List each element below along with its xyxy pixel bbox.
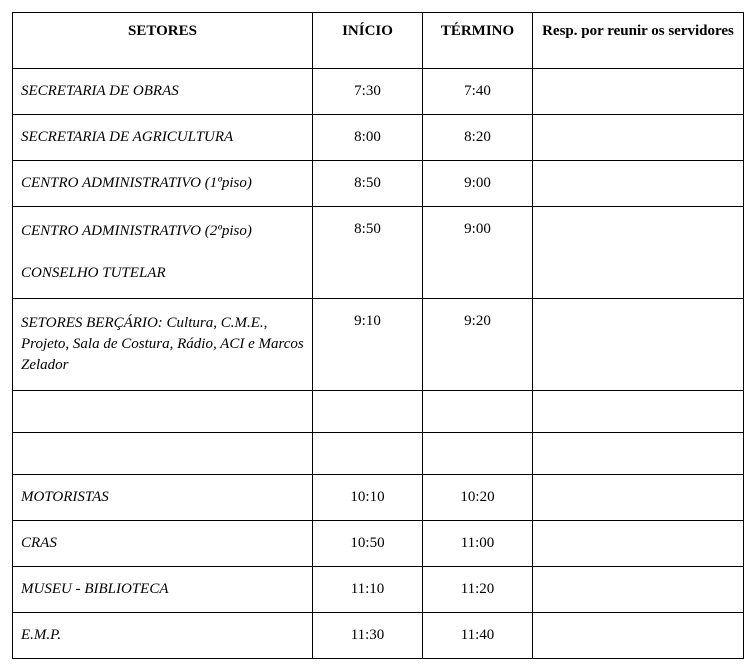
cell-resp bbox=[533, 475, 744, 521]
cell-inicio: 10:50 bbox=[313, 521, 423, 567]
cell-termino: 9:00 bbox=[423, 161, 533, 207]
cell-resp bbox=[533, 433, 744, 475]
cell-termino: 7:40 bbox=[423, 69, 533, 115]
cell-termino bbox=[423, 391, 533, 433]
cell-resp bbox=[533, 299, 744, 391]
cell-inicio bbox=[313, 391, 423, 433]
table-row: SETORES BERÇÁRIO: Cultura, C.M.E., Proje… bbox=[13, 299, 744, 391]
cell-setor: CENTRO ADMINISTRATIVO (2ºpiso) CONSELHO … bbox=[13, 207, 313, 299]
cell-resp bbox=[533, 161, 744, 207]
table-row: MUSEU - BIBLIOTECA11:1011:20 bbox=[13, 567, 744, 613]
cell-inicio: 9:10 bbox=[313, 299, 423, 391]
cell-inicio: 7:30 bbox=[313, 69, 423, 115]
cell-setor: MOTORISTAS bbox=[13, 475, 313, 521]
cell-setor bbox=[13, 391, 313, 433]
col-header-setores: SETORES bbox=[13, 13, 313, 69]
col-header-resp: Resp. por reunir os servidores bbox=[533, 13, 744, 69]
cell-resp bbox=[533, 69, 744, 115]
header-row: SETORES INÍCIO TÉRMINO Resp. por reunir … bbox=[13, 13, 744, 69]
table-row: SECRETARIA DE OBRAS7:307:40 bbox=[13, 69, 744, 115]
table-row: MOTORISTAS10:1010:20 bbox=[13, 475, 744, 521]
cell-termino: 10:20 bbox=[423, 475, 533, 521]
cell-termino bbox=[423, 433, 533, 475]
cell-termino: 9:00 bbox=[423, 207, 533, 299]
cell-termino: 11:20 bbox=[423, 567, 533, 613]
cell-inicio bbox=[313, 433, 423, 475]
cell-setor: SETORES BERÇÁRIO: Cultura, C.M.E., Proje… bbox=[13, 299, 313, 391]
cell-termino: 11:00 bbox=[423, 521, 533, 567]
cell-setor: E.M.P. bbox=[13, 613, 313, 659]
cell-resp bbox=[533, 567, 744, 613]
cell-inicio: 8:50 bbox=[313, 207, 423, 299]
cell-inicio: 10:10 bbox=[313, 475, 423, 521]
table-row: E.M.P.11:3011:40 bbox=[13, 613, 744, 659]
cell-resp bbox=[533, 391, 744, 433]
cell-resp bbox=[533, 115, 744, 161]
table-row bbox=[13, 391, 744, 433]
cell-resp bbox=[533, 613, 744, 659]
col-header-inicio: INÍCIO bbox=[313, 13, 423, 69]
table-row: CENTRO ADMINISTRATIVO (2ºpiso) CONSELHO … bbox=[13, 207, 744, 299]
table-body: SECRETARIA DE OBRAS7:307:40SECRETARIA DE… bbox=[13, 69, 744, 659]
cell-inicio: 11:10 bbox=[313, 567, 423, 613]
cell-resp bbox=[533, 521, 744, 567]
cell-termino: 8:20 bbox=[423, 115, 533, 161]
cell-inicio: 8:00 bbox=[313, 115, 423, 161]
cell-setor: SECRETARIA DE OBRAS bbox=[13, 69, 313, 115]
cell-resp bbox=[533, 207, 744, 299]
cell-inicio: 8:50 bbox=[313, 161, 423, 207]
schedule-table: SETORES INÍCIO TÉRMINO Resp. por reunir … bbox=[12, 12, 744, 659]
cell-setor: MUSEU - BIBLIOTECA bbox=[13, 567, 313, 613]
table-row: CENTRO ADMINISTRATIVO (1ºpiso)8:509:00 bbox=[13, 161, 744, 207]
table-row: CRAS10:5011:00 bbox=[13, 521, 744, 567]
cell-setor: SECRETARIA DE AGRICULTURA bbox=[13, 115, 313, 161]
table-row: SECRETARIA DE AGRICULTURA8:008:20 bbox=[13, 115, 744, 161]
col-header-termino: TÉRMINO bbox=[423, 13, 533, 69]
cell-termino: 11:40 bbox=[423, 613, 533, 659]
table-row bbox=[13, 433, 744, 475]
cell-termino: 9:20 bbox=[423, 299, 533, 391]
cell-inicio: 11:30 bbox=[313, 613, 423, 659]
cell-setor bbox=[13, 433, 313, 475]
cell-setor: CRAS bbox=[13, 521, 313, 567]
cell-setor: CENTRO ADMINISTRATIVO (1ºpiso) bbox=[13, 161, 313, 207]
